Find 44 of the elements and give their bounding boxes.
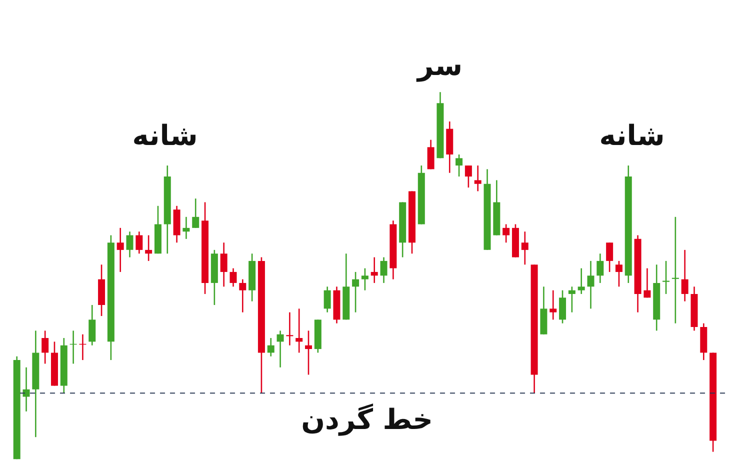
candlestick [352, 271, 360, 313]
candlestick [644, 268, 651, 298]
candlestick [596, 252, 604, 284]
candlestick [182, 216, 190, 240]
candlestick [230, 268, 237, 288]
candlestick [662, 260, 670, 295]
candlestick [286, 312, 294, 346]
candlestick [296, 308, 303, 354]
candlestick [502, 224, 510, 244]
candlestick [474, 164, 482, 192]
candlestick [116, 227, 124, 273]
annotation: شانه [132, 119, 198, 152]
candlestick [672, 216, 679, 324]
text: سر [416, 49, 462, 82]
candlestick [220, 242, 228, 288]
candlestick [559, 290, 566, 324]
candlestick [276, 330, 284, 368]
candlestick [145, 234, 152, 262]
candlestick [370, 256, 378, 284]
candlestick [427, 139, 434, 170]
candlestick [192, 198, 200, 229]
candlestick [305, 330, 312, 376]
candlestick [42, 330, 49, 364]
candlestick [126, 230, 134, 258]
candlestick [380, 256, 388, 284]
candlestick [324, 286, 331, 313]
annotation: شانه [599, 119, 665, 152]
candlestick [88, 304, 96, 346]
candlestick [550, 290, 557, 320]
candlestick [521, 230, 528, 266]
candlestick [22, 366, 30, 412]
candlestick [578, 268, 585, 295]
candlestick [239, 278, 246, 313]
candlestick [361, 268, 368, 291]
candlestick [267, 337, 274, 358]
candlestick [606, 242, 614, 273]
candlestick [568, 286, 576, 313]
candlestick [681, 249, 688, 302]
candlestick [464, 164, 472, 188]
candlestick [136, 230, 143, 254]
candlestick [587, 260, 594, 310]
candlestick [456, 154, 463, 178]
ref-line-label: خط گردن [301, 403, 433, 436]
candlestick [615, 260, 622, 288]
